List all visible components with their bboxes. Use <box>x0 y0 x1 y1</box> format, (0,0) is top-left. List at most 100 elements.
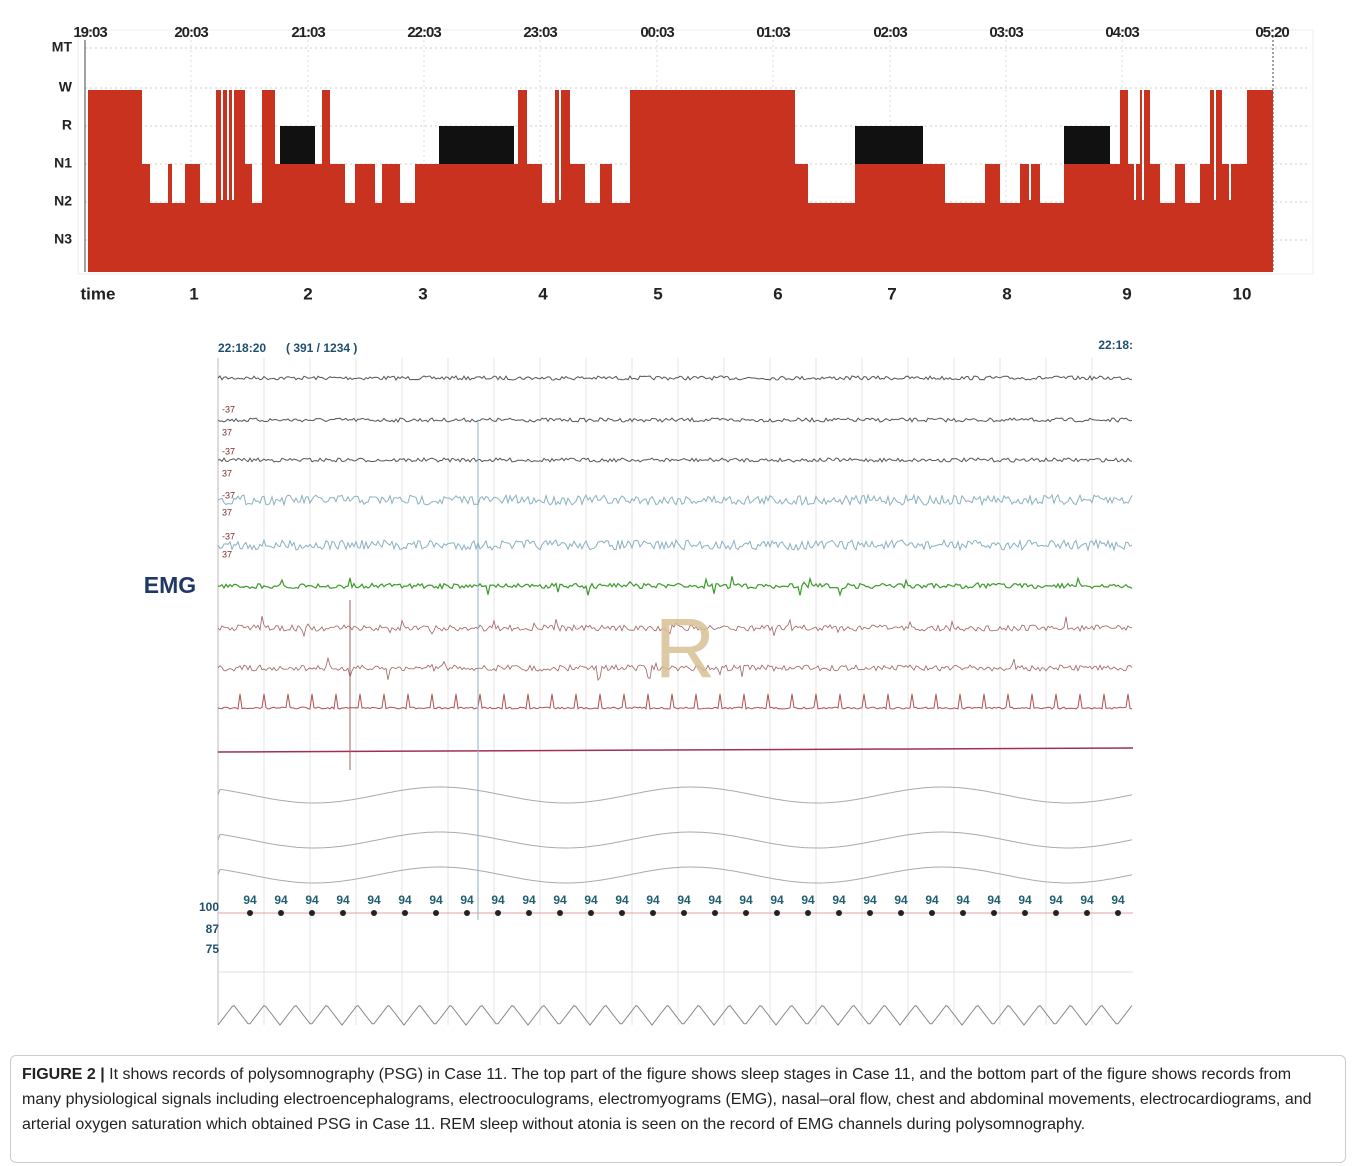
hour-label: 1 <box>189 284 198 303</box>
spo2-dot <box>929 910 935 916</box>
caption-label: FIGURE 2 | <box>22 1066 105 1083</box>
trace <box>218 832 1132 848</box>
spo2-dot <box>1053 910 1059 916</box>
spo2-dot <box>898 910 904 916</box>
stage-label: N1 <box>54 155 72 171</box>
scale-label: 37 <box>222 549 232 559</box>
spo2-value: 94 <box>460 893 474 907</box>
spo2-value: 94 <box>243 893 257 907</box>
clock-time: 00:03 <box>640 24 674 41</box>
hour-label: 4 <box>538 284 548 303</box>
spo2-dot <box>464 910 470 916</box>
spo2-value: 94 <box>987 893 1001 907</box>
trace <box>218 376 1132 380</box>
spo2-value: 94 <box>739 893 753 907</box>
caption: FIGURE 2 | It shows records of polysomno… <box>10 1055 1346 1163</box>
channel-label: EMG <box>144 572 196 598</box>
spo2-value: 94 <box>1111 893 1125 907</box>
spo2-dot <box>557 910 563 916</box>
clock-time: 20:03 <box>174 24 208 41</box>
start-time: 22:18:20 <box>218 341 266 355</box>
spo2-dot <box>867 910 873 916</box>
stage-label: MT <box>52 39 73 55</box>
clock-time: 05:20 <box>1255 24 1289 41</box>
spo2-dot <box>1115 910 1121 916</box>
spo2-value: 94 <box>553 893 567 907</box>
clock-time: 04:03 <box>1105 24 1139 41</box>
spo2-value: 94 <box>677 893 691 907</box>
spo2-dot <box>650 910 656 916</box>
scale-label: 37 <box>222 427 232 437</box>
scale-label: -37 <box>222 531 235 541</box>
spo2-value: 94 <box>522 893 536 907</box>
spo2-value: 94 <box>615 893 629 907</box>
scale-label: -37 <box>222 446 235 456</box>
rem-block <box>439 126 514 164</box>
spo2-value: 94 <box>398 893 412 907</box>
rem-block <box>280 126 315 164</box>
page: 19:0320:0321:0322:0323:0300:0301:0302:03… <box>0 0 1358 1166</box>
spo2-value: 94 <box>646 893 660 907</box>
spo2-value: 94 <box>1018 893 1032 907</box>
spo2-axis-label: 87 <box>206 922 220 936</box>
spo2-dot <box>247 910 253 916</box>
trace <box>218 495 1132 505</box>
hour-label: 9 <box>1122 284 1131 303</box>
spo2-dot <box>805 910 811 916</box>
spo2-value: 94 <box>429 893 443 907</box>
scale-label: -37 <box>222 404 235 414</box>
hour-label: 8 <box>1002 284 1011 303</box>
spo2-value: 94 <box>894 893 908 907</box>
spo2-value: 94 <box>336 893 350 907</box>
stage-marker: R <box>655 601 716 695</box>
spo2-dot <box>619 910 625 916</box>
stage-label: N3 <box>54 231 72 247</box>
spo2-dot <box>433 910 439 916</box>
clock-time: 22:03 <box>407 24 441 41</box>
hour-label: 10 <box>1233 284 1252 303</box>
trace <box>218 748 1133 752</box>
trace <box>218 867 1132 883</box>
stage-label: N2 <box>54 193 72 209</box>
trace <box>218 694 1132 709</box>
spo2-value: 94 <box>584 893 598 907</box>
scale-label: -37 <box>222 490 235 500</box>
stage-label: R <box>62 117 72 133</box>
spo2-value: 94 <box>801 893 815 907</box>
spo2-dot <box>743 910 749 916</box>
trace <box>218 576 1132 595</box>
clock-time: 01:03 <box>756 24 790 41</box>
spo2-dot <box>588 910 594 916</box>
figure: 19:0320:0321:0322:0323:0300:0301:0302:03… <box>0 0 1358 1050</box>
spo2-dot <box>402 910 408 916</box>
spo2-axis-label: 100 <box>199 900 219 914</box>
spo2-dot <box>960 910 966 916</box>
trace <box>218 458 1132 462</box>
hour-label: 2 <box>303 284 312 303</box>
spo2-value: 94 <box>1080 893 1094 907</box>
clock-time: 02:03 <box>873 24 907 41</box>
caption-text: It shows records of polysomnography (PSG… <box>22 1066 1312 1133</box>
hour-label: 6 <box>773 284 782 303</box>
hour-label: 7 <box>887 284 896 303</box>
hour-label: 3 <box>418 284 427 303</box>
spo2-value: 94 <box>832 893 846 907</box>
trace <box>218 1006 1132 1026</box>
stage-label: W <box>59 79 73 95</box>
spo2-value: 94 <box>274 893 288 907</box>
epoch: ( 391 / 1234 ) <box>286 341 357 355</box>
rem-block <box>1064 126 1110 164</box>
spo2-value: 94 <box>863 893 877 907</box>
rem-block <box>855 126 923 164</box>
spo2-dot <box>1084 910 1090 916</box>
spo2-value: 94 <box>770 893 784 907</box>
spo2-value: 94 <box>925 893 939 907</box>
scale-label: 37 <box>222 507 232 517</box>
spo2-value: 94 <box>708 893 722 907</box>
spo2-value: 94 <box>367 893 381 907</box>
spo2-value: 94 <box>1049 893 1063 907</box>
spo2-dot <box>836 910 842 916</box>
spo2-dot <box>774 910 780 916</box>
hour-label: 5 <box>653 284 662 303</box>
spo2-dot <box>1022 910 1028 916</box>
